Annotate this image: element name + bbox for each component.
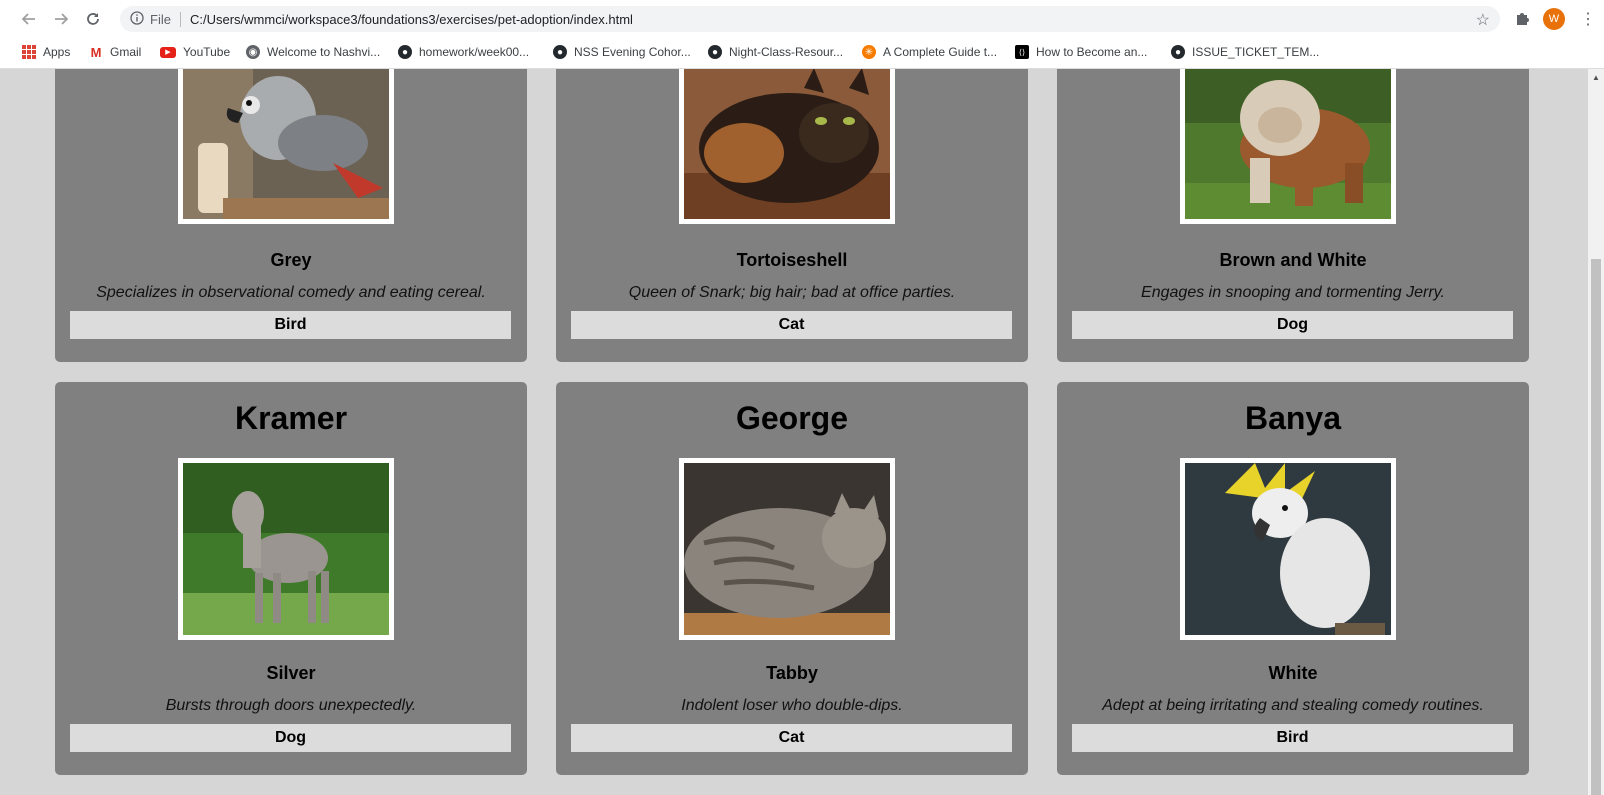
bookmark-issue-ticket[interactable]: ● ISSUE_TICKET_TEM...: [1171, 45, 1319, 59]
pet-card: Brown and White Engages in snooping and …: [1057, 69, 1529, 362]
bookmark-label: YouTube: [183, 45, 231, 59]
bookmark-label: How to Become an...: [1036, 45, 1148, 59]
pet-photo-frame: [1180, 69, 1396, 224]
pet-color: Grey: [270, 250, 312, 270]
apps-icon: [22, 45, 36, 59]
bookmark-how-to-become[interactable]: ⟨⟩ How to Become an...: [1015, 45, 1147, 59]
pet-description: Queen of Snark; big hair; bad at office …: [628, 284, 956, 301]
pet-name: Kramer: [234, 400, 348, 436]
pet-description: Adept at being irritating and stealing c…: [1102, 697, 1484, 714]
page-viewport: Grey Specializes in observational comedy…: [0, 69, 1588, 795]
code-icon: ⟨⟩: [1015, 45, 1029, 59]
browser-toolbar: File C:/Users/wmmci/workspace3/foundatio…: [0, 0, 1604, 39]
bookmark-gmail[interactable]: M Gmail: [89, 44, 142, 60]
pet-card: Kramer Silver Bursts through doors unexp: [55, 382, 527, 775]
bookmark-homework[interactable]: ● homework/week00...: [398, 45, 529, 59]
gmail-icon: M: [90, 44, 102, 60]
pet-photo-frame: [679, 69, 895, 224]
bookmark-label: Welcome to Nashvi...: [267, 45, 381, 59]
youtube-icon: ▶: [160, 46, 176, 58]
bookmark-label: Gmail: [110, 45, 142, 59]
scroll-up-arrow-icon[interactable]: ▲: [1592, 73, 1600, 82]
pet-description: Indolent loser who double-dips.: [681, 697, 903, 714]
bookmark-youtube[interactable]: ▶ YouTube: [160, 45, 230, 59]
pet-description: Engages in snooping and tormenting Jerry…: [1141, 284, 1445, 301]
site-info-icon[interactable]: [130, 11, 144, 25]
bookmark-complete-guide[interactable]: ✳ A Complete Guide t...: [862, 45, 997, 59]
github-icon: ●: [398, 45, 412, 59]
pet-card: George Tabby Indolent loser who double-d…: [556, 382, 1028, 775]
tabby-cat-photo: [684, 463, 890, 635]
github-icon: ●: [708, 45, 722, 59]
address-separator: [180, 12, 181, 27]
reload-icon[interactable]: [82, 8, 104, 30]
pet-type-button[interactable]: Dog: [1072, 311, 1513, 339]
bookmark-label: NSS Evening Cohor...: [574, 45, 691, 59]
bookmark-nss-evening[interactable]: ● NSS Evening Cohor...: [553, 45, 691, 59]
pet-photo-frame: [178, 458, 394, 640]
bookmark-label: A Complete Guide t...: [883, 45, 998, 59]
github-icon: ●: [1171, 45, 1185, 59]
pet-type-button[interactable]: Bird: [70, 311, 511, 339]
url-text[interactable]: C:/Users/wmmci/workspace3/foundations3/e…: [190, 12, 633, 27]
pet-photo-frame: [1180, 458, 1396, 640]
pet-name: George: [735, 400, 849, 436]
pet-name: Banya: [1244, 400, 1342, 436]
guide-icon: ✳: [862, 45, 876, 59]
pet-description: Specializes in observational comedy and …: [96, 284, 486, 301]
bookmark-label: homework/week00...: [419, 45, 530, 59]
bookmark-star-icon[interactable]: ☆: [1475, 12, 1490, 29]
grey-parrot-photo: [183, 69, 389, 219]
forward-arrow-icon[interactable]: [50, 8, 72, 30]
pet-type-button[interactable]: Cat: [571, 311, 1012, 339]
tortoiseshell-cat-photo: [684, 69, 890, 219]
profile-avatar[interactable]: W: [1543, 8, 1565, 30]
pet-photo-frame: [679, 458, 895, 640]
web-icon: ◉: [246, 45, 260, 59]
bookmark-welcome[interactable]: ◉ Welcome to Nashvi...: [246, 45, 380, 59]
pet-description: Bursts through doors unexpectedly.: [165, 697, 417, 714]
file-scheme-label: File: [150, 12, 171, 27]
pet-color: Tortoiseshell: [736, 250, 848, 270]
scrollbar-thumb[interactable]: [1591, 259, 1601, 795]
pet-type-button[interactable]: Dog: [70, 724, 511, 752]
pet-card: Tortoiseshell Queen of Snark; big hair; …: [556, 69, 1028, 362]
pet-type-button[interactable]: Cat: [571, 724, 1012, 752]
pet-type-button[interactable]: Bird: [1072, 724, 1513, 752]
bookmark-apps[interactable]: Apps: [22, 45, 70, 59]
weimaraner-photo: [183, 463, 389, 635]
pet-color: Brown and White: [1219, 250, 1367, 270]
pet-color: Silver: [266, 663, 316, 683]
back-arrow-icon[interactable]: [18, 8, 40, 30]
bookmark-night-class[interactable]: ● Night-Class-Resour...: [708, 45, 843, 59]
bookmark-label: ISSUE_TICKET_TEM...: [1192, 45, 1320, 59]
more-menu-icon[interactable]: ⋮: [1580, 11, 1596, 28]
pet-color: Tabby: [766, 663, 818, 683]
github-icon: ●: [553, 45, 567, 59]
bookmark-label: Night-Class-Resour...: [729, 45, 844, 59]
cockatoo-photo: [1185, 463, 1391, 635]
pet-card: Grey Specializes in observational comedy…: [55, 69, 527, 362]
address-bar[interactable]: File C:/Users/wmmci/workspace3/foundatio…: [120, 6, 1500, 32]
extensions-puzzle-icon[interactable]: [1514, 9, 1532, 27]
bulldog-photo: [1185, 69, 1391, 219]
pet-card: Banya White Adept at being irritating an…: [1057, 382, 1529, 775]
bookmarks-bar: Apps M Gmail ▶ YouTube ◉ Welcome to Nash…: [0, 38, 1604, 69]
page-scrollbar[interactable]: ▲: [1588, 69, 1604, 795]
pet-photo-frame: [178, 69, 394, 224]
pet-color: White: [1268, 663, 1318, 683]
bookmark-label: Apps: [43, 45, 71, 59]
